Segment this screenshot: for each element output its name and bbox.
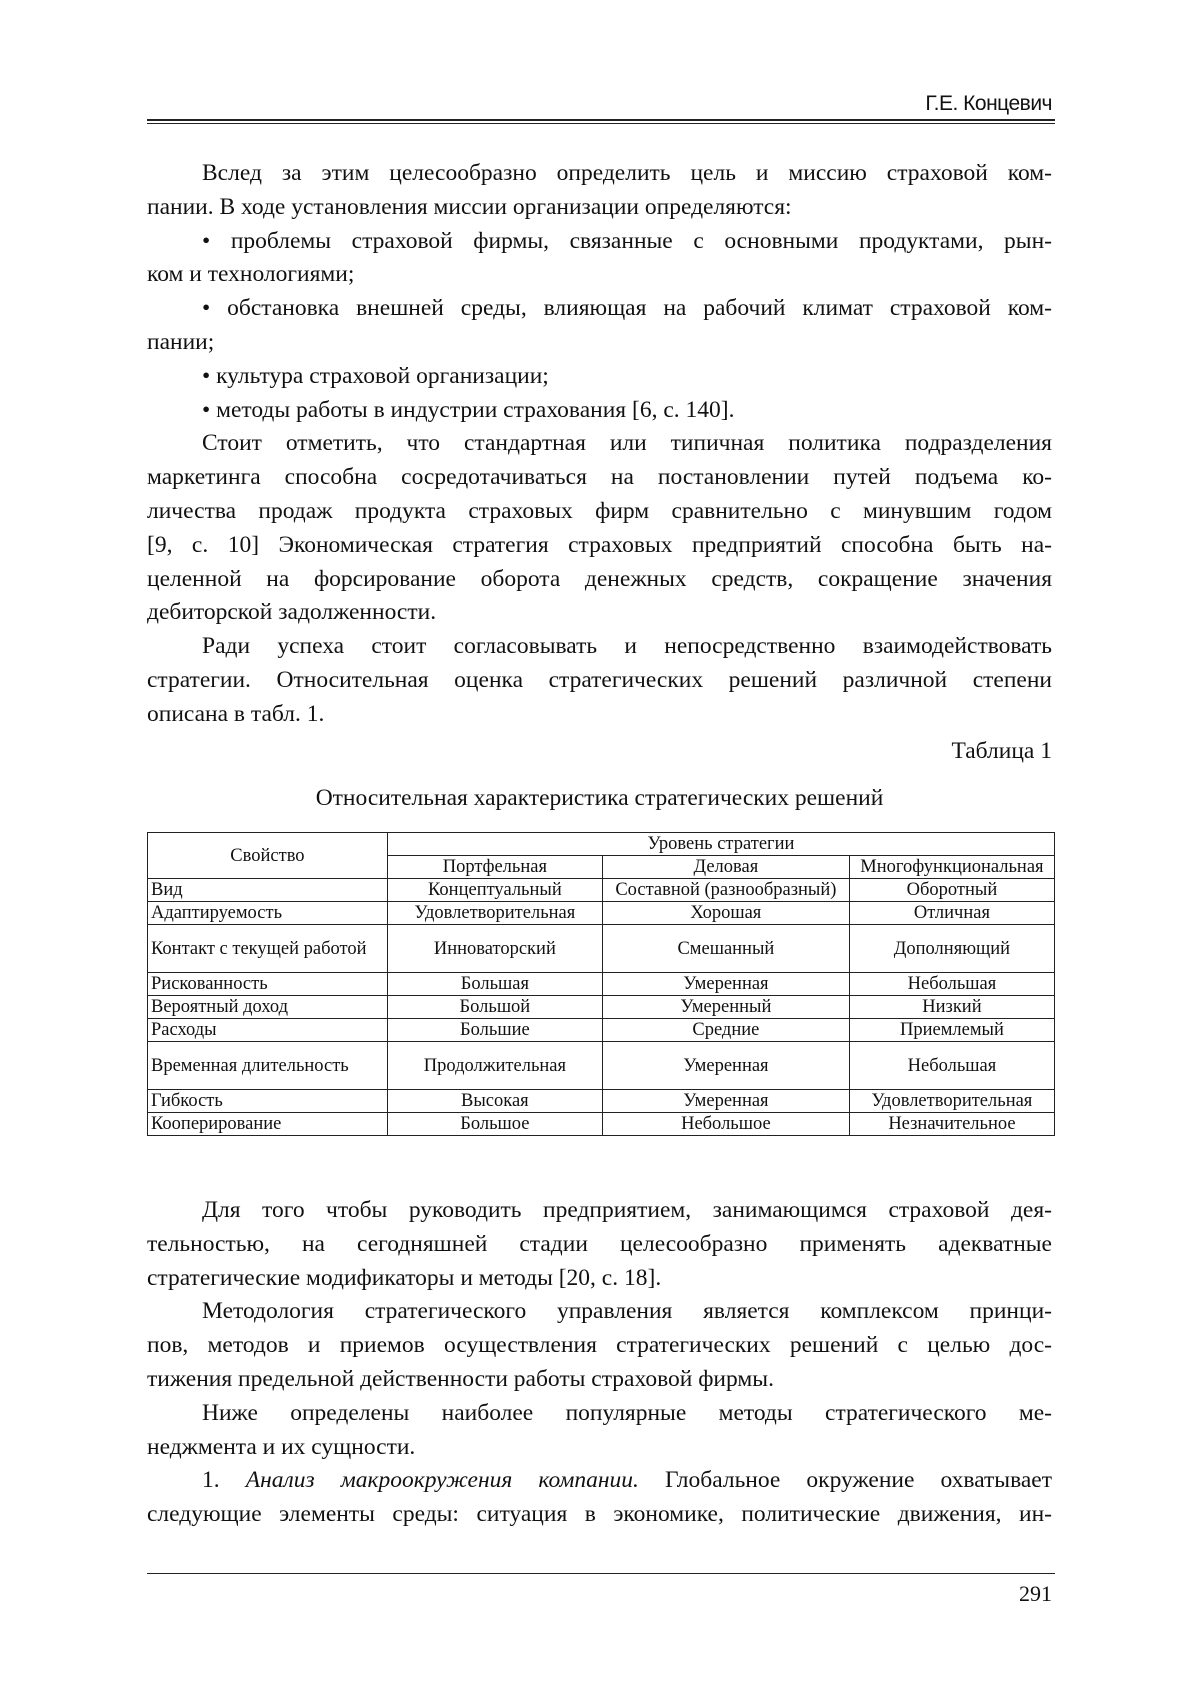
header-rule — [147, 119, 1055, 124]
value-cell: Смешанный — [601, 924, 850, 973]
property-cell: Расходы — [147, 1018, 388, 1042]
value-cell: Хорошая — [601, 901, 850, 925]
text-span: Глобальное окружение охватывает — [638, 1467, 1053, 1494]
property-cell: Кооперирование — [147, 1112, 388, 1136]
table-title: Относительная характеристика стратегичес… — [315, 785, 884, 811]
table-row: Адаптируемость Удовлетворительная Хорошая О… — [147, 901, 1056, 925]
value-cell: Умеренная — [601, 972, 850, 996]
property-cell: Временная длительность — [147, 1041, 388, 1090]
value-cell: Умеренная — [601, 1041, 850, 1090]
value-cell: Небольшая — [848, 972, 1056, 996]
text-line: неджмента и их сущности. — [147, 1433, 416, 1460]
value-cell: Инноваторский — [386, 924, 603, 973]
value-cell: Умеренный — [601, 995, 850, 1019]
text-line: личества продаж продукта страховых фирм … — [147, 497, 1052, 524]
text-line: следующие элементы среды: ситуация в эко… — [147, 1501, 1052, 1528]
text-line: Вслед за этим целесообразно определить ц… — [202, 160, 1052, 186]
text-line: Ради успеха стоит согласовывать и непоср… — [202, 633, 1052, 660]
body-text-top: Вслед за этим целесообразно определить ц… — [147, 157, 1052, 732]
running-header-author: Г.Е. Концевич — [925, 92, 1052, 115]
text-line: тижения предельной действенности работы … — [147, 1365, 774, 1392]
text-line: • проблемы страховой фирмы, связанные с … — [202, 227, 1052, 254]
value-cell: Большие — [386, 1018, 603, 1042]
text-span: Анализ макроокружения компании. — [245, 1467, 639, 1494]
value-cell: Большой — [386, 995, 603, 1019]
text-line: пов, методов и приемов осуществления стр… — [147, 1332, 1052, 1359]
text-line: • методы работы в индустрии страхования … — [202, 396, 735, 423]
text-line: Методология стратегического управления я… — [202, 1298, 1052, 1325]
text-line: Ниже определены наиболее популярные мето… — [202, 1399, 1052, 1426]
text-line: Для того чтобы руководить предприятием, … — [202, 1197, 1052, 1223]
property-cell: Рискованность — [147, 972, 388, 996]
text-line: • обстановка внешней среды, влияющая на … — [202, 295, 1052, 322]
body-text-bottom: Для того чтобы руководить предприятием, … — [147, 1194, 1052, 1532]
header-col: Портфельная — [386, 855, 603, 879]
value-cell: Отличная — [848, 901, 1056, 925]
table-label: Таблица 1 — [951, 738, 1052, 764]
value-cell: Дополняющий — [848, 924, 1056, 973]
text-line: пании. В ходе установления миссии органи… — [147, 193, 792, 220]
value-cell: Концептуальный — [386, 878, 603, 902]
property-cell: Контакт с текущей работой — [147, 924, 388, 973]
table-row: Вероятный доход Большой Умеренный Низкий — [147, 995, 1056, 1019]
header-col: Многофункциональная — [848, 855, 1056, 879]
text-line: описана в табл. 1. — [147, 700, 325, 727]
value-cell: Средние — [601, 1018, 850, 1042]
text-line: дебиторской задолженности. — [147, 599, 437, 626]
table-row: Кооперирование Большое Небольшое Незначител… — [147, 1112, 1056, 1136]
value-cell: Умеренная — [601, 1089, 850, 1113]
text-line: целенной на форсирование оборота денежны… — [147, 565, 1052, 592]
table-row: Гибкость Высокая Умеренная Удовлетворительн… — [147, 1089, 1056, 1113]
value-cell: Небольшое — [601, 1112, 850, 1136]
page-number: 291 — [1019, 1581, 1052, 1606]
text-line: стратегии. Относительная оценка стратеги… — [147, 666, 1052, 693]
text-line: пании; — [147, 328, 215, 355]
header-level: Уровень стратегии — [386, 832, 1056, 856]
property-cell: Гибкость — [147, 1089, 388, 1113]
header-col: Деловая — [601, 855, 850, 879]
value-cell: Продолжительная — [386, 1041, 603, 1090]
property-cell: Вид — [147, 878, 388, 902]
table-row: Рискованность Большая Умеренная Небольшая — [147, 972, 1056, 996]
text-line: Стоит отметить, что стандартная или типи… — [202, 430, 1052, 457]
text-line: маркетинга способна сосредотачиваться на… — [147, 464, 1052, 491]
value-cell: Незначительное — [848, 1112, 1056, 1136]
table-row: Вид Концептуальный Составной (разнообразны… — [147, 878, 1056, 902]
text-line: • культура страховой организации; — [202, 362, 549, 389]
value-cell: Низкий — [848, 995, 1056, 1019]
value-cell: Приемлемый — [848, 1018, 1056, 1042]
value-cell: Удовлетворительная — [848, 1089, 1056, 1113]
property-cell: Адаптируемость — [147, 901, 388, 925]
text-line: стратегические модификаторы и методы [20… — [147, 1264, 662, 1291]
strategy-table: Свойство Уровень стратегии Портфельная Д… — [147, 832, 1056, 1136]
text-span: 1. — [202, 1467, 246, 1494]
table-row: Расходы Большие Средние Приемлемый — [147, 1018, 1056, 1042]
text-line: [9, с. 10] Экономическая стратегия страх… — [147, 531, 1052, 558]
table-row: Временная длительность Продолжительная Уме… — [147, 1041, 1056, 1090]
table-row: Контакт с текущей работой Инноваторский См… — [147, 924, 1056, 973]
value-cell: Высокая — [386, 1089, 603, 1113]
value-cell: Небольшая — [848, 1041, 1056, 1090]
value-cell: Удовлетворительная — [386, 901, 603, 925]
footer-rule — [147, 1573, 1055, 1574]
value-cell: Большая — [386, 972, 603, 996]
value-cell: Составной (разнообразный) — [601, 878, 850, 902]
text-line: ком и технологиями; — [147, 261, 355, 288]
text-line: 1. Анализ макроокружения компании. Глоба… — [147, 1464, 1052, 1498]
property-cell: Вероятный доход — [147, 995, 388, 1019]
header-property: Свойство — [147, 832, 388, 879]
value-cell: Оборотный — [848, 878, 1056, 902]
value-cell: Большое — [386, 1112, 603, 1136]
text-line: тельностью, на сегодняшней стадии целесо… — [147, 1230, 1052, 1257]
